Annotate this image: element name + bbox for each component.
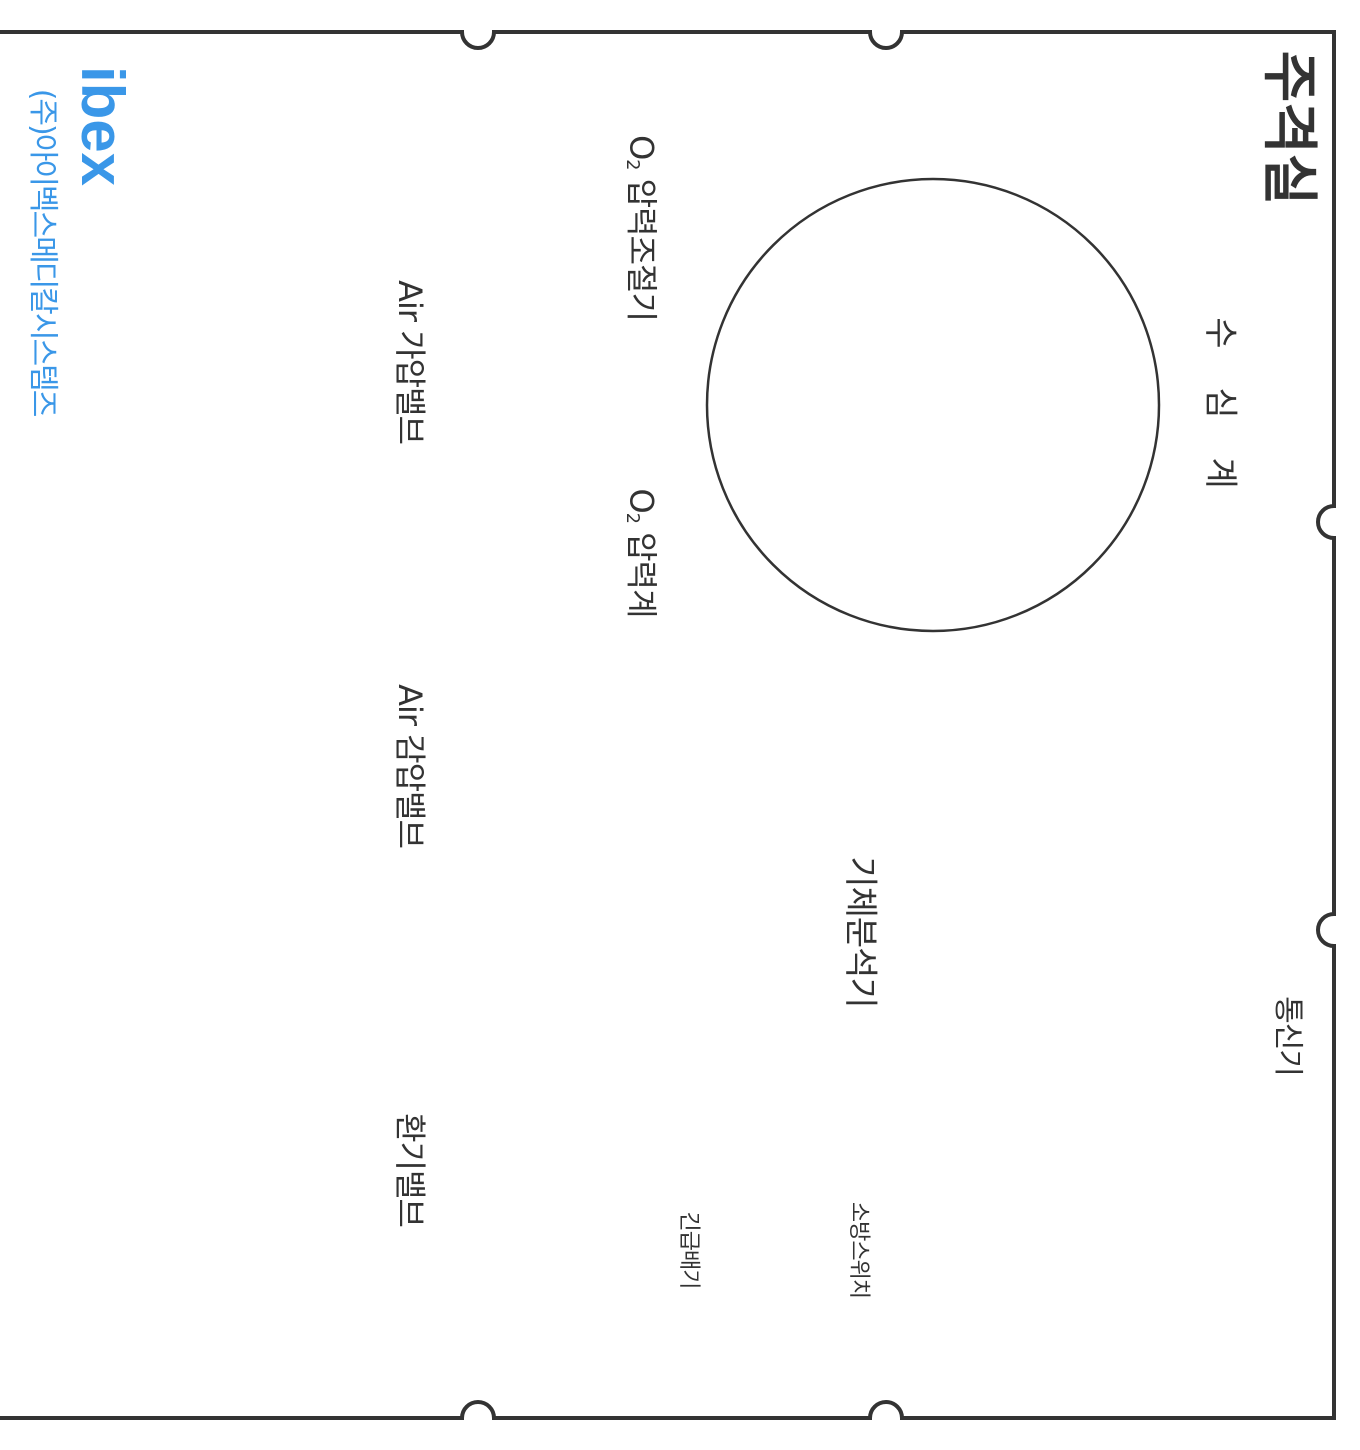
depth-gauge-circle (705, 177, 1161, 633)
panel-border (0, 30, 1336, 1420)
o2-gauge-label-subscript: 2 (622, 512, 643, 523)
o2-regulator-label: O2 압력조절기 (622, 135, 661, 321)
panel-title: 주격실 (1256, 50, 1321, 206)
air-exhaust-valve-label: Air 감압밸브 (391, 684, 429, 848)
communicator-label: 통신기 (1270, 996, 1305, 1076)
depth-gauge-label: 수 심 계 (1200, 317, 1240, 503)
o2-gauge-label-o: O (622, 488, 661, 513)
o2-regulator-label-text: 압력조절기 (622, 169, 661, 321)
o2-regulator-label-subscript: 2 (622, 159, 643, 170)
o2-gauge-label-text: 압력계 (622, 522, 661, 618)
company-name: (주)아이벡스메디칼시스템즈 (25, 88, 60, 416)
vent-valve-label: 환기밸브 (391, 1113, 429, 1227)
gas-analyzer-label: 기체분석기 (840, 856, 880, 1008)
brand-logo: ibex (69, 65, 136, 187)
fire-switch-label: 소방스위치 (846, 1201, 871, 1299)
emergency-vent-label: 긴급배기 (676, 1211, 701, 1289)
o2-regulator-label-o: O (622, 135, 661, 160)
o2-gauge-label: O2 압력계 (622, 489, 661, 618)
air-inlet-valve-label: Air 가압밸브 (391, 280, 429, 444)
